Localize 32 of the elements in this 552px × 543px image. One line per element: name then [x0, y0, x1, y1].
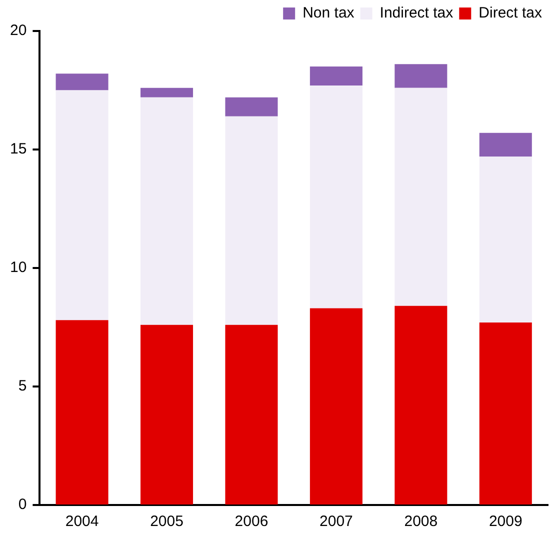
bar	[394, 306, 448, 504]
y-tick-label: 5	[18, 378, 27, 395]
y-tick-label: 0	[18, 496, 27, 514]
bar	[56, 320, 108, 504]
x-tick-label: 2005	[150, 513, 184, 530]
legend-label: Direct tax	[478, 4, 542, 22]
x-tick-label: 2006	[234, 513, 268, 530]
bar	[225, 97, 278, 116]
legend-label: Indirect tax	[380, 4, 454, 22]
x-tick-label: 2004	[65, 513, 99, 530]
legend-label: Non tax	[302, 4, 355, 22]
bar	[140, 324, 194, 504]
bar	[56, 74, 108, 90]
bar	[140, 97, 194, 325]
bar	[310, 66, 362, 86]
bar	[479, 132, 532, 157]
bar	[56, 90, 108, 320]
y-tick-label: 10	[10, 259, 27, 276]
x-tick-label: 2007	[320, 513, 353, 530]
bar	[140, 88, 194, 98]
bar	[310, 86, 362, 308]
x-tick-label: 2009	[488, 513, 522, 530]
bar	[225, 116, 278, 325]
bar	[310, 308, 362, 504]
bar	[394, 64, 448, 88]
y-tick-label: 20	[10, 22, 27, 40]
bar	[394, 88, 448, 306]
bar	[225, 324, 278, 504]
bar	[479, 156, 532, 323]
bar	[479, 322, 532, 504]
x-tick-label: 2008	[404, 513, 438, 530]
y-tick-label: 15	[10, 140, 27, 158]
